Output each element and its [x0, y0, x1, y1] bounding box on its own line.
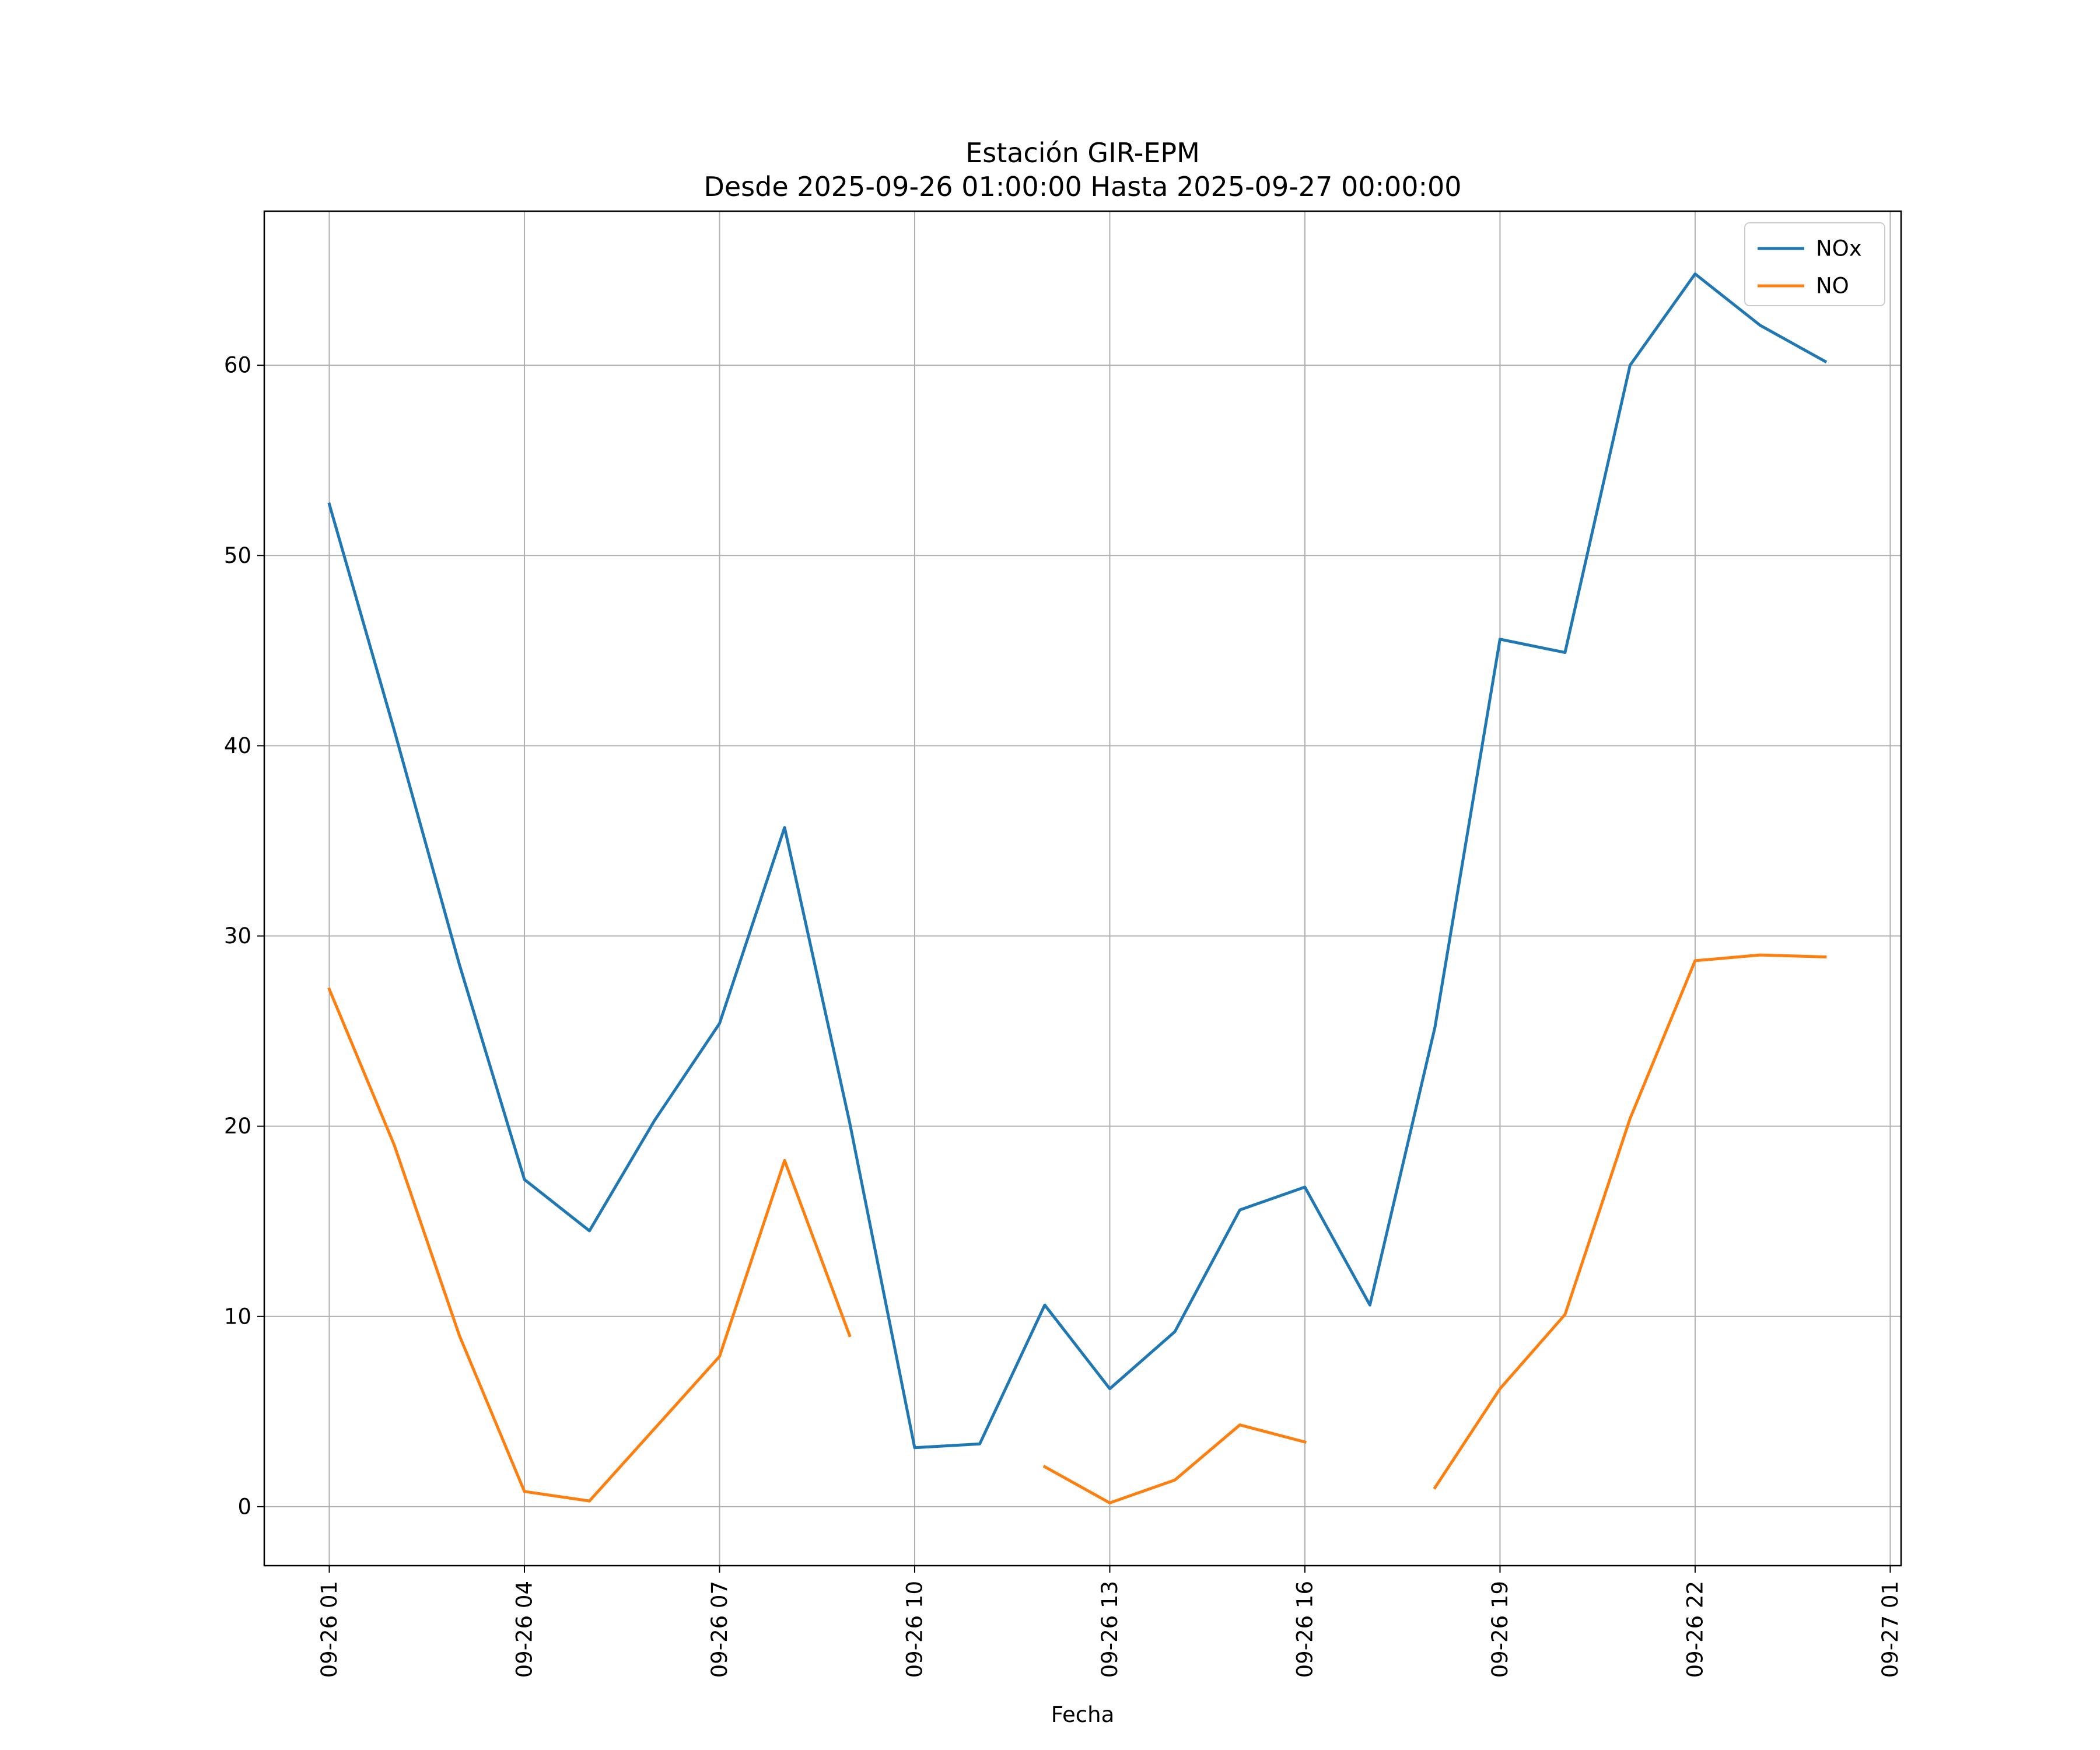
- series-lines: [327, 272, 1828, 1504]
- legend-box: [1744, 222, 1885, 306]
- x-tick-label: 09-26 19: [1488, 1581, 1513, 1678]
- chart-subtitle: Desde 2025-09-26 01:00:00 Hasta 2025-09-…: [704, 171, 1461, 202]
- y-axis: 0 10 20 30 40 50 60: [224, 353, 264, 1519]
- y-tick-label: 60: [224, 353, 251, 378]
- y-tick-label: 50: [224, 543, 251, 568]
- series-line-nox: [327, 272, 1828, 1450]
- y-tick-label: 10: [224, 1304, 251, 1329]
- y-tick-label: 20: [224, 1114, 251, 1139]
- x-tick-label: 09-26 16: [1292, 1581, 1317, 1678]
- x-axis-label: Fecha: [1051, 1702, 1115, 1727]
- x-tick-label: 09-26 10: [902, 1581, 927, 1678]
- x-tick-label: 09-26 13: [1097, 1581, 1122, 1678]
- legend-label-nox: NOx: [1816, 236, 1862, 261]
- y-tick-label: 0: [237, 1494, 251, 1519]
- x-axis: 09-26 01 09-26 04 09-26 07 09-26 10 09-26 13…: [317, 1566, 1903, 1678]
- plot-frame: [263, 210, 1902, 1567]
- chart-title: Estación GIR-EPM: [965, 137, 1200, 169]
- x-tick-label: 09-26 04: [512, 1581, 537, 1678]
- x-tick-label: 09-26 22: [1682, 1581, 1707, 1678]
- legend: NOx NO: [1744, 222, 1885, 306]
- y-tick-label: 30: [224, 923, 251, 949]
- y-tick-label: 40: [224, 733, 251, 758]
- x-tick-label: 09-26 01: [317, 1581, 342, 1678]
- series-line-no: [327, 953, 1827, 1504]
- grid: [264, 211, 1901, 1566]
- legend-label-no: NO: [1816, 274, 1849, 299]
- x-tick-label: 09-26 07: [707, 1581, 732, 1678]
- x-tick-label: 09-27 01: [1878, 1581, 1903, 1678]
